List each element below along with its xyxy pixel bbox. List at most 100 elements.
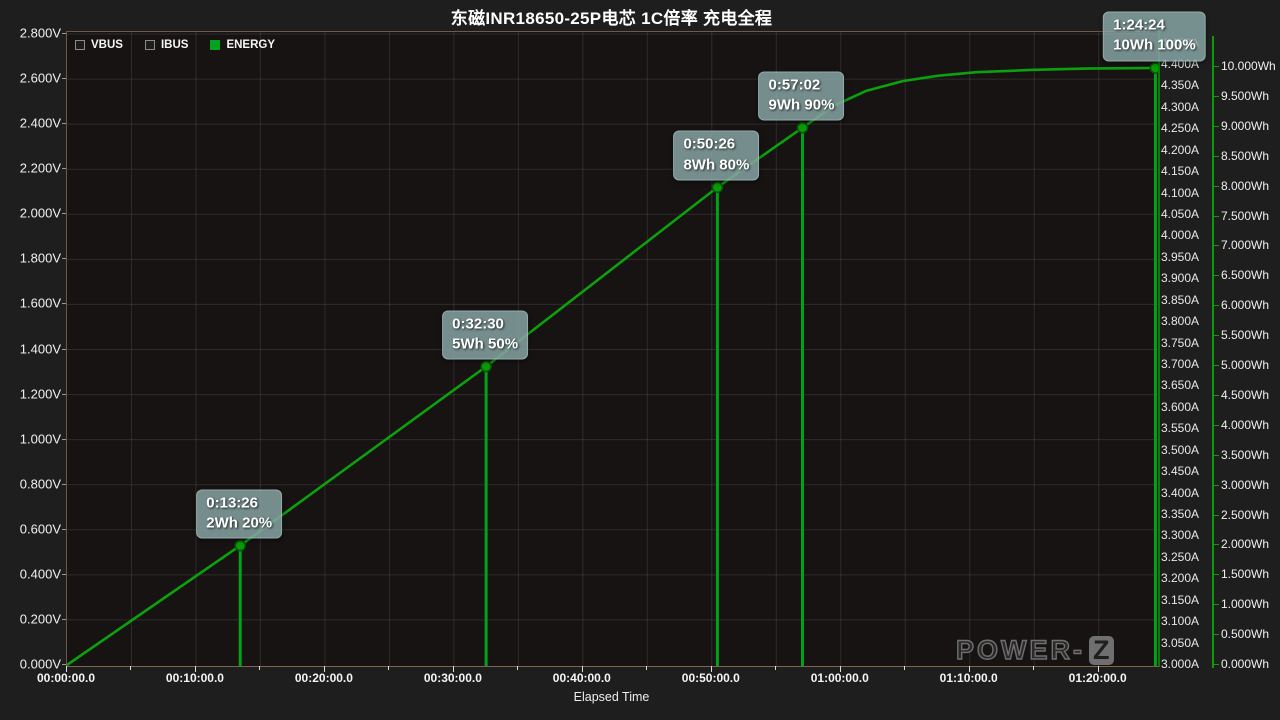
marker-value: 2Wh 20% xyxy=(206,514,273,532)
marker-time: 0:32:30 xyxy=(452,315,504,332)
energy-tick-label: 4.500Wh xyxy=(1221,387,1270,402)
voltage-tick-mark xyxy=(62,123,66,125)
current-tick-label: 3.600A xyxy=(1161,399,1200,414)
energy-tick-mark xyxy=(1213,185,1219,187)
energy-tick-mark xyxy=(1213,424,1219,426)
current-tick-label: 4.000A xyxy=(1161,228,1200,243)
marker-dot xyxy=(796,121,809,134)
voltage-tick-mark xyxy=(62,528,66,530)
marker-time: 0:13:26 xyxy=(206,494,258,512)
energy-tick-mark xyxy=(1213,454,1219,456)
energy-axis-line xyxy=(1212,36,1214,668)
time-tick-label: 00:00:00.0 xyxy=(36,671,96,685)
voltage-tick-label: 1.400V xyxy=(19,341,61,356)
energy-tick-label: 10.000Wh xyxy=(1221,59,1276,73)
energy-tick-mark xyxy=(1213,245,1219,247)
marker-annotation[interactable]: 1:24:24 10Wh 100% xyxy=(1103,11,1206,61)
voltage-tick-label: 1.200V xyxy=(19,386,61,402)
energy-tick-mark xyxy=(1213,66,1219,67)
marker-value: 10Wh 100% xyxy=(1113,36,1196,54)
energy-tick-label: 9.500Wh xyxy=(1221,88,1270,103)
time-tick-mark xyxy=(968,666,970,672)
marker-time: 0:57:02 xyxy=(768,76,821,94)
time-tick-mark xyxy=(452,666,454,672)
x-axis-title: Elapsed Time xyxy=(573,690,650,704)
legend-item-energy[interactable]: ENERGY xyxy=(210,39,275,51)
marker-time: 1:24:24 xyxy=(1113,16,1165,34)
ibus-swatch-icon xyxy=(144,40,155,50)
time-tick-mark xyxy=(775,666,777,670)
marker-dot xyxy=(234,539,246,552)
marker-time: 0:50:26 xyxy=(683,135,736,153)
time-tick-mark xyxy=(839,666,841,672)
voltage-tick-mark xyxy=(62,303,66,305)
current-tick-label: 3.200A xyxy=(1161,571,1200,586)
powerz-watermark: POWER- Z xyxy=(955,634,1114,666)
time-tick-mark xyxy=(1033,666,1035,670)
marker-annotation[interactable]: 0:32:30 5Wh 50% xyxy=(442,310,529,360)
time-tick-mark xyxy=(323,666,325,672)
voltage-tick-mark xyxy=(62,393,66,395)
voltage-tick-mark xyxy=(62,258,66,260)
energy-tick-mark xyxy=(1213,394,1219,396)
legend-item-vbus[interactable]: VBUS xyxy=(75,39,123,51)
current-tick-label: 4.050A xyxy=(1161,207,1200,222)
time-tick-label: 00:20:00.0 xyxy=(294,671,353,685)
energy-tick-mark xyxy=(1213,155,1219,157)
time-tick-label: 01:10:00.0 xyxy=(939,671,998,685)
energy-swatch-icon xyxy=(210,40,221,50)
energy-tick-label: 3.500Wh xyxy=(1221,447,1270,462)
energy-tick-label: 3.000Wh xyxy=(1221,477,1270,492)
time-tick-mark xyxy=(66,666,67,672)
marker-annotation[interactable]: 0:57:02 9Wh 90% xyxy=(758,71,845,121)
time-tick-mark xyxy=(581,666,583,672)
energy-tick-mark xyxy=(1213,95,1219,97)
marker-annotation[interactable]: 0:50:26 8Wh 80% xyxy=(673,130,760,181)
energy-curve xyxy=(67,66,1157,666)
voltage-tick-label: 1.800V xyxy=(19,250,61,266)
energy-tick-label: 2.500Wh xyxy=(1221,507,1270,522)
current-tick-label: 4.100A xyxy=(1161,185,1200,200)
marker-dot xyxy=(1149,62,1158,74)
current-tick-label: 4.200A xyxy=(1161,142,1200,157)
energy-tick-label: 2.000Wh xyxy=(1221,537,1270,552)
energy-tick-mark xyxy=(1213,514,1219,516)
marker-annotation[interactable]: 0:13:26 2Wh 20% xyxy=(196,489,283,539)
voltage-tick-label: 0.400V xyxy=(19,566,61,582)
voltage-tick-mark xyxy=(62,618,66,620)
time-tick-mark xyxy=(130,666,132,670)
energy-tick-label: 0.500Wh xyxy=(1221,627,1270,642)
legend: VBUS IBUS ENERGY xyxy=(75,39,275,51)
current-tick-label: 3.550A xyxy=(1161,421,1200,436)
voltage-tick-label: 2.800V xyxy=(19,25,61,41)
energy-tick-label: 7.000Wh xyxy=(1221,238,1270,253)
time-tick-mark xyxy=(517,666,519,670)
voltage-tick-label: 2.600V xyxy=(19,70,61,86)
energy-tick-label: 6.000Wh xyxy=(1221,298,1270,313)
current-tick-label: 3.300A xyxy=(1161,528,1200,543)
energy-tick-mark xyxy=(1213,634,1219,636)
energy-tick-mark xyxy=(1213,335,1219,337)
energy-tick-mark xyxy=(1213,275,1219,277)
plot-area[interactable]: VBUS IBUS ENERGY xyxy=(66,31,1160,667)
current-tick-label: 3.400A xyxy=(1161,485,1200,500)
current-tick-label: 3.450A xyxy=(1161,464,1200,479)
legend-item-ibus[interactable]: IBUS xyxy=(144,39,188,51)
voltage-tick-mark xyxy=(62,348,66,350)
current-tick-label: 3.500A xyxy=(1161,442,1200,457)
voltage-tick-label: 2.400V xyxy=(19,115,61,131)
energy-tick-mark xyxy=(1213,305,1219,307)
voltage-tick-label: 0.200V xyxy=(19,611,61,627)
time-tick-mark xyxy=(194,666,196,672)
vbus-swatch-icon xyxy=(75,40,85,50)
voltage-tick-mark xyxy=(62,573,66,575)
time-tick-mark xyxy=(1097,666,1099,672)
current-tick-label: 4.300A xyxy=(1161,99,1200,114)
voltage-tick-label: 2.000V xyxy=(19,205,61,221)
time-tick-label: 01:00:00.0 xyxy=(810,671,869,685)
watermark-z-icon: Z xyxy=(1089,636,1114,665)
current-tick-label: 3.050A xyxy=(1161,635,1200,650)
voltage-tick-label: 1.000V xyxy=(19,431,61,447)
time-tick-mark xyxy=(904,666,906,670)
